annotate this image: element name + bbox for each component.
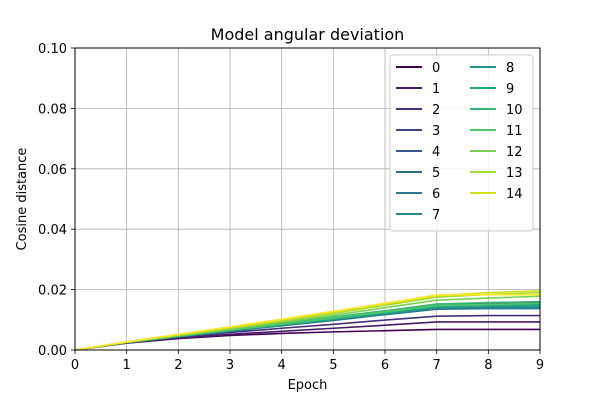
series-line-8 — [74, 304, 540, 351]
legend-label: 9 — [506, 82, 514, 97]
legend-label: 8 — [506, 61, 514, 76]
legend-label: 7 — [432, 208, 440, 223]
series-line-9 — [74, 305, 540, 351]
chart-title: Model angular deviation — [211, 25, 405, 44]
series-line-4 — [74, 303, 540, 351]
legend-label: 13 — [506, 166, 523, 181]
y-tick-label: 0.10 — [38, 42, 67, 57]
legend-label: 1 — [432, 82, 440, 97]
y-axis-ticks: 0.00 0.02 0.04 0.06 0.08 0.10 — [38, 42, 75, 359]
x-tick-label: 7 — [433, 358, 441, 373]
legend-label: 11 — [506, 124, 523, 139]
legend-label: 4 — [432, 145, 440, 160]
legend-label: 14 — [506, 187, 523, 202]
legend-label: 0 — [432, 61, 440, 76]
x-tick-label: 5 — [329, 358, 337, 373]
x-tick-label: 0 — [71, 358, 79, 373]
legend-label: 3 — [432, 124, 440, 139]
series-lines — [74, 290, 541, 351]
x-axis-label: Epoch — [288, 378, 328, 393]
series-line-15 — [74, 293, 540, 351]
x-axis-ticks: 0 1 2 3 4 5 6 7 8 9 — [71, 350, 544, 373]
legend-label: 6 — [432, 187, 440, 202]
x-tick-label: 3 — [226, 358, 234, 373]
legend-label: 10 — [506, 103, 523, 118]
legend-box — [389, 54, 534, 232]
x-tick-label: 2 — [174, 358, 182, 373]
x-tick-label: 4 — [278, 358, 286, 373]
x-tick-label: 1 — [123, 358, 131, 373]
y-tick-label: 0.08 — [38, 102, 67, 117]
y-axis-label: Cosine distance — [15, 148, 30, 251]
legend-label: 12 — [506, 145, 523, 160]
x-tick-label: 6 — [381, 358, 389, 373]
x-tick-label: 8 — [484, 358, 492, 373]
series-line-5 — [74, 306, 540, 351]
x-tick-label: 9 — [536, 358, 544, 373]
y-tick-label: 0.04 — [38, 223, 67, 238]
y-tick-label: 0.02 — [38, 284, 67, 299]
legend-label: 5 — [432, 166, 440, 181]
legend-label: 2 — [432, 103, 440, 118]
plot-frame — [74, 47, 541, 351]
y-tick-label: 0.00 — [38, 344, 67, 359]
y-tick-label: 0.06 — [38, 163, 67, 178]
